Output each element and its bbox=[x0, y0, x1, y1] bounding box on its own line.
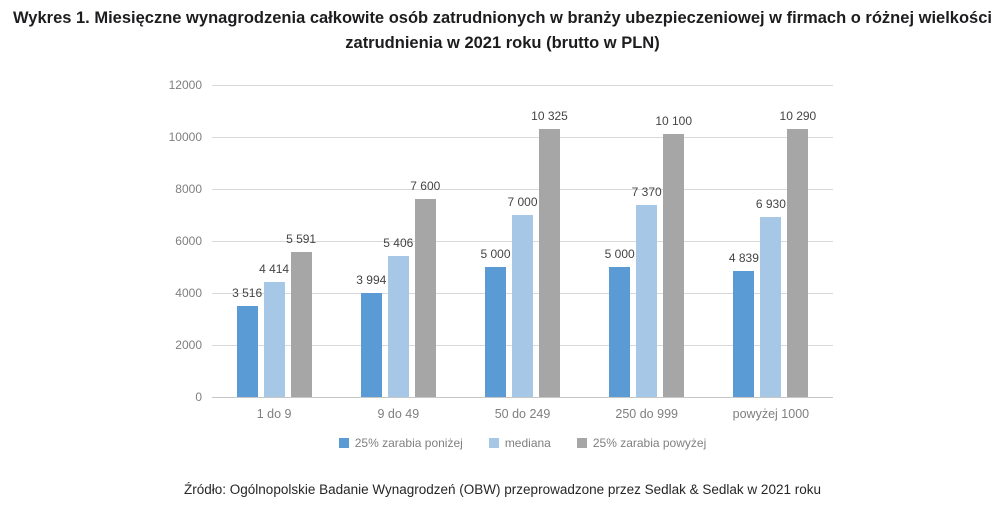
legend-swatch bbox=[338, 438, 349, 448]
y-axis-tick-label: 2000 bbox=[175, 338, 202, 352]
bar-value-label: 3 516 bbox=[232, 285, 263, 300]
bar-value-label: 4 839 bbox=[728, 251, 759, 266]
bar bbox=[539, 128, 560, 397]
bar bbox=[387, 256, 409, 397]
gridline bbox=[212, 137, 833, 138]
bar-value-label: 10 100 bbox=[655, 114, 693, 129]
source-note: Źródło: Ogólnopolskie Badanie Wynagrodze… bbox=[184, 482, 821, 497]
legend-label: mediana bbox=[504, 436, 551, 450]
bar-value-label: 7 600 bbox=[410, 179, 441, 194]
plot-area: 0 2000 4000 6000 8000 10000 12000 3 516 4 414 5 5… bbox=[169, 78, 833, 421]
bar bbox=[760, 216, 782, 397]
bar-value-label: 5 000 bbox=[604, 247, 635, 261]
x-axis-category-label: 1 do 9 bbox=[256, 407, 292, 421]
bar bbox=[414, 199, 436, 397]
bar-value-label: 5 406 bbox=[383, 236, 414, 251]
x-axis-category-label: 50 do 249 bbox=[494, 407, 551, 421]
legend-item: mediana bbox=[488, 436, 551, 450]
y-axis-tick-label: 10000 bbox=[168, 130, 202, 144]
bar-value-label: 6 930 bbox=[755, 196, 786, 211]
bar-value-label: 5 000 bbox=[480, 247, 511, 261]
gridline bbox=[212, 189, 833, 190]
bar bbox=[263, 282, 285, 397]
bar bbox=[663, 134, 685, 397]
bar bbox=[485, 267, 506, 397]
bar-value-label: 10 290 bbox=[779, 109, 817, 124]
bar bbox=[290, 251, 312, 397]
bar bbox=[733, 271, 755, 397]
bar bbox=[636, 205, 658, 397]
bar-value-label: 10 325 bbox=[531, 108, 568, 123]
y-axis-tick-label: 0 bbox=[195, 390, 202, 404]
x-axis-category-label: 9 do 49 bbox=[377, 407, 420, 421]
legend-swatch bbox=[576, 438, 587, 448]
bar bbox=[360, 293, 382, 397]
gridline bbox=[212, 85, 833, 86]
bar bbox=[236, 305, 258, 397]
legend-label: 25% zarabia powyżej bbox=[592, 436, 707, 450]
x-axis-line bbox=[212, 397, 833, 398]
y-axis-tick-label: 4000 bbox=[175, 286, 202, 300]
x-axis-category-label: powyżej 1000 bbox=[732, 407, 810, 421]
chart-title: Wykres 1. Miesięczne wynagrodzenia całko… bbox=[13, 9, 992, 52]
legend-swatch bbox=[488, 438, 499, 448]
bar-value-label: 5 591 bbox=[286, 231, 317, 246]
x-axis-category-label: 250 do 999 bbox=[615, 407, 678, 421]
bar bbox=[609, 267, 631, 397]
y-axis-tick-label: 6000 bbox=[175, 234, 202, 248]
legend: 25% zarabia poniżej mediana 25% zarabia po… bbox=[212, 436, 833, 450]
bar-value-label: 4 414 bbox=[259, 262, 290, 277]
bar bbox=[787, 129, 809, 397]
y-axis-tick-label: 12000 bbox=[168, 78, 202, 92]
bar-value-label: 7 000 bbox=[507, 195, 538, 209]
y-axis-tick-label: 8000 bbox=[175, 182, 202, 196]
bar-value-label: 7 370 bbox=[631, 185, 662, 200]
legend-label: 25% zarabia poniżej bbox=[354, 436, 463, 450]
bar bbox=[512, 215, 533, 397]
legend-item: 25% zarabia powyżej bbox=[576, 436, 707, 450]
bar-value-label: 3 994 bbox=[356, 273, 387, 288]
legend-item: 25% zarabia poniżej bbox=[338, 436, 463, 450]
